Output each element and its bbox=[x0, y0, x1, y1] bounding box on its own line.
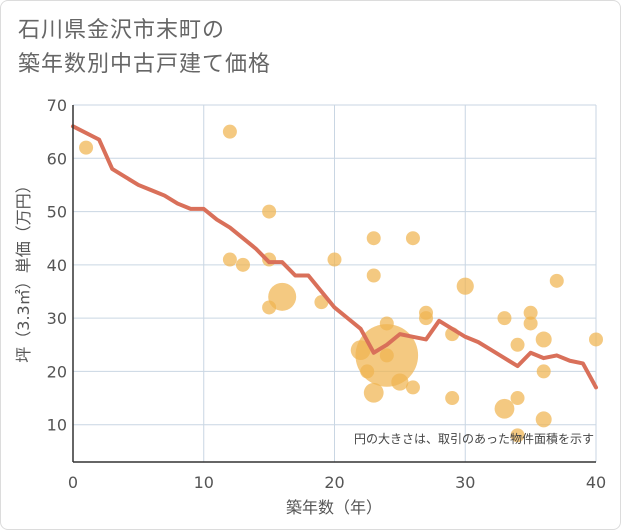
x-axis-title: 築年数（年） bbox=[286, 498, 382, 517]
data-bubble bbox=[497, 311, 512, 326]
x-tick-label: 0 bbox=[68, 473, 78, 492]
size-annotation: 円の大きさは、取引のあった物件面積を示す bbox=[354, 431, 594, 446]
data-bubble bbox=[445, 391, 460, 406]
chart-title: 石川県金沢市末町の 築年数別中古戸建て価格 bbox=[18, 14, 271, 82]
data-bubble bbox=[363, 382, 384, 403]
y-tick-label: 60 bbox=[47, 149, 67, 168]
data-bubble bbox=[379, 316, 394, 331]
x-tick-label: 20 bbox=[324, 473, 344, 492]
data-bubble bbox=[536, 364, 551, 379]
y-tick-label: 10 bbox=[47, 416, 67, 435]
x-tick-label: 10 bbox=[194, 473, 214, 492]
data-bubble bbox=[79, 140, 94, 155]
data-bubble bbox=[589, 332, 603, 347]
data-bubble bbox=[510, 391, 525, 406]
data-bubble bbox=[262, 204, 277, 219]
data-bubble bbox=[523, 316, 538, 331]
trend-line bbox=[71, 124, 598, 390]
chart-title-line2: 築年数別中古戸建て価格 bbox=[18, 52, 272, 77]
data-bubble bbox=[510, 337, 525, 352]
data-bubble bbox=[327, 252, 342, 267]
y-tick-label: 50 bbox=[47, 203, 67, 222]
data-bubble bbox=[379, 348, 394, 363]
y-tick-label: 30 bbox=[47, 309, 67, 328]
data-bubble bbox=[222, 252, 237, 267]
y-tick-label: 40 bbox=[47, 256, 67, 275]
grid-lines bbox=[73, 104, 597, 462]
trend-series bbox=[71, 124, 598, 390]
y-tick-label: 20 bbox=[47, 362, 67, 381]
data-bubble bbox=[510, 428, 525, 443]
data-bubble bbox=[222, 124, 237, 139]
data-bubble bbox=[391, 373, 409, 391]
data-bubble bbox=[419, 311, 434, 326]
y-axis-title: 坪（3.3㎡）単価（万円） bbox=[14, 177, 33, 362]
data-bubble bbox=[366, 231, 381, 246]
data-bubble bbox=[405, 231, 420, 246]
chart-title-line1: 石川県金沢市末町の bbox=[18, 18, 226, 43]
data-bubble bbox=[235, 257, 250, 272]
data-bubble bbox=[366, 268, 381, 283]
axes: 0 10 20 30 40 10 20 30 40 50 60 70 bbox=[47, 96, 607, 492]
data-bubble bbox=[535, 411, 552, 428]
y-tick-label: 70 bbox=[47, 96, 67, 115]
data-bubble bbox=[268, 282, 297, 311]
x-tick-label: 30 bbox=[455, 473, 475, 492]
data-bubble bbox=[405, 380, 420, 395]
data-bubble bbox=[494, 398, 515, 419]
data-bubble bbox=[549, 273, 564, 288]
bubble-series bbox=[79, 124, 603, 443]
data-bubble bbox=[523, 305, 538, 320]
x-tick-label: 40 bbox=[586, 473, 606, 492]
data-bubble bbox=[535, 331, 552, 348]
data-bubble bbox=[456, 277, 474, 295]
